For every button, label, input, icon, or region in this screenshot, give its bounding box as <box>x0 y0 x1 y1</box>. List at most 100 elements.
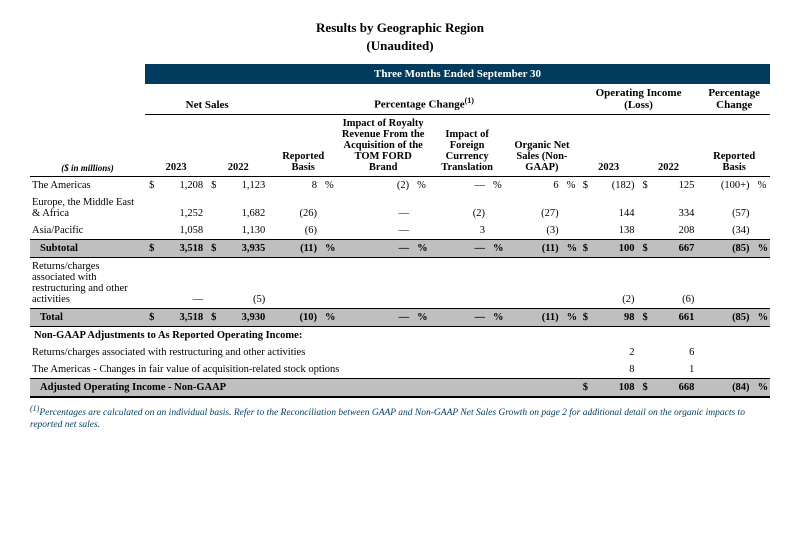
cell-value: 8 <box>593 361 639 379</box>
currency-symbol: $ <box>579 240 593 258</box>
cell-value: — <box>429 177 489 195</box>
cell-value: — <box>337 222 413 240</box>
cell-value: (182) <box>593 177 639 195</box>
cell-value: (6) <box>269 222 321 240</box>
currency-symbol: $ <box>145 240 159 258</box>
cell-value: (85) <box>698 240 753 258</box>
group-pct-change-sup: (1) <box>465 96 474 105</box>
cell-value: (3) <box>505 222 563 240</box>
currency-symbol: $ <box>639 309 653 327</box>
cell-value: 125 <box>652 177 698 195</box>
cell-value: — <box>337 194 413 222</box>
pct-symbol: % <box>413 309 429 327</box>
cell-value: (5) <box>221 258 269 309</box>
footnote: (1)Percentages are calculated on an indi… <box>30 404 770 432</box>
row-asia-pacific: Asia/Pacific 1,058 1,130 (6) — 3 (3) 138… <box>30 222 770 240</box>
footnote-sup: (1) <box>30 404 39 413</box>
pct-symbol: % <box>754 240 770 258</box>
cell-value: (26) <box>269 194 321 222</box>
cell-value: — <box>159 258 207 309</box>
pct-symbol: % <box>563 177 579 195</box>
col-2023: 2023 <box>145 115 207 177</box>
group-pct-change-text: Percentage Change <box>374 99 465 111</box>
row-adj-fairvalue: The Americas - Changes in fair value of … <box>30 361 770 379</box>
col-reported: Reported Basis <box>269 115 337 177</box>
cell-value: (2) <box>337 177 413 195</box>
cell-value: (11) <box>505 309 563 327</box>
cell-value: 1,123 <box>221 177 269 195</box>
cell-value: 1,208 <box>159 177 207 195</box>
cell-label: Asia/Pacific <box>30 222 145 240</box>
cell-label: The Americas <box>30 177 145 195</box>
cell-value: 208 <box>652 222 698 240</box>
currency-symbol: $ <box>579 379 593 398</box>
cell-value: (11) <box>505 240 563 258</box>
pct-symbol: % <box>413 177 429 195</box>
row-total: Total $3,518 $3,930 (10)% —% —% (11)% $9… <box>30 309 770 327</box>
pct-symbol: % <box>321 309 337 327</box>
col-oi2022: 2022 <box>639 115 699 177</box>
cell-value: 1,130 <box>221 222 269 240</box>
cell-value: 1 <box>652 361 698 379</box>
cell-label: The Americas - Changes in fair value of … <box>30 361 579 379</box>
group-op-income: Operating Income (Loss) <box>579 84 699 115</box>
cell-value: (85) <box>698 309 753 327</box>
cell-value: 1,058 <box>159 222 207 240</box>
cell-value: (2) <box>593 258 639 309</box>
currency-symbol: $ <box>145 177 159 195</box>
cell-value: — <box>337 240 413 258</box>
pct-symbol: % <box>754 309 770 327</box>
cell-value: 667 <box>652 240 698 258</box>
row-returns-charges: Returns/charges associated with restruct… <box>30 258 770 309</box>
pct-symbol: % <box>563 240 579 258</box>
col-royalty: Impact of Royalty Revenue From the Acqui… <box>337 115 429 177</box>
currency-symbol: $ <box>207 240 221 258</box>
units-label: ($ in millions) <box>30 115 145 177</box>
cell-value: 6 <box>652 344 698 361</box>
results-table: Three Months Ended September 30 Net Sale… <box>30 64 770 398</box>
cell-value: (10) <box>269 309 321 327</box>
cell-label: Returns/charges associated with restruct… <box>30 258 145 309</box>
cell-label: Subtotal <box>30 240 145 258</box>
currency-symbol: $ <box>639 177 653 195</box>
cell-value: 2 <box>593 344 639 361</box>
cell-value: (57) <box>698 194 753 222</box>
row-nongaap-header: Non-GAAP Adjustments to As Reported Oper… <box>30 327 770 345</box>
col-reported2: Reported Basis <box>698 115 770 177</box>
cell-value: 661 <box>652 309 698 327</box>
col-2022: 2022 <box>207 115 269 177</box>
cell-value: (2) <box>429 194 489 222</box>
cell-value: — <box>429 309 489 327</box>
col-fx: Impact of Foreign Currency Translation <box>429 115 505 177</box>
cell-value: 144 <box>593 194 639 222</box>
pct-symbol: % <box>413 240 429 258</box>
cell-value: 3,518 <box>159 240 207 258</box>
cell-value: (6) <box>652 258 698 309</box>
cell-value: (11) <box>269 240 321 258</box>
cell-value: 138 <box>593 222 639 240</box>
cell-value: 100 <box>593 240 639 258</box>
currency-symbol: $ <box>145 309 159 327</box>
period-header: Three Months Ended September 30 <box>145 64 770 84</box>
page-title: Results by Geographic Region <box>30 20 770 36</box>
row-adjusted-op-income: Adjusted Operating Income - Non-GAAP $10… <box>30 379 770 398</box>
pct-symbol: % <box>754 177 770 195</box>
row-adj-returns: Returns/charges associated with restruct… <box>30 344 770 361</box>
cell-value: 3,518 <box>159 309 207 327</box>
cell-value: 108 <box>593 379 639 398</box>
pct-symbol: % <box>321 177 337 195</box>
cell-label: Europe, the Middle East & Africa <box>30 194 145 222</box>
col-oi2023: 2023 <box>579 115 639 177</box>
pct-symbol: % <box>489 177 505 195</box>
currency-symbol: $ <box>579 177 593 195</box>
cell-value: — <box>337 309 413 327</box>
cell-value: 1,682 <box>221 194 269 222</box>
col-organic: Organic Net Sales (Non-GAAP) <box>505 115 579 177</box>
footnote-text: Percentages are calculated on an individ… <box>30 408 745 430</box>
cell-value: (84) <box>698 379 753 398</box>
group-net-sales: Net Sales <box>145 84 269 115</box>
group-pct-change: Percentage Change(1) <box>269 84 578 115</box>
cell-value: 6 <box>505 177 563 195</box>
cell-value: 1,252 <box>159 194 207 222</box>
cell-value: 3 <box>429 222 489 240</box>
